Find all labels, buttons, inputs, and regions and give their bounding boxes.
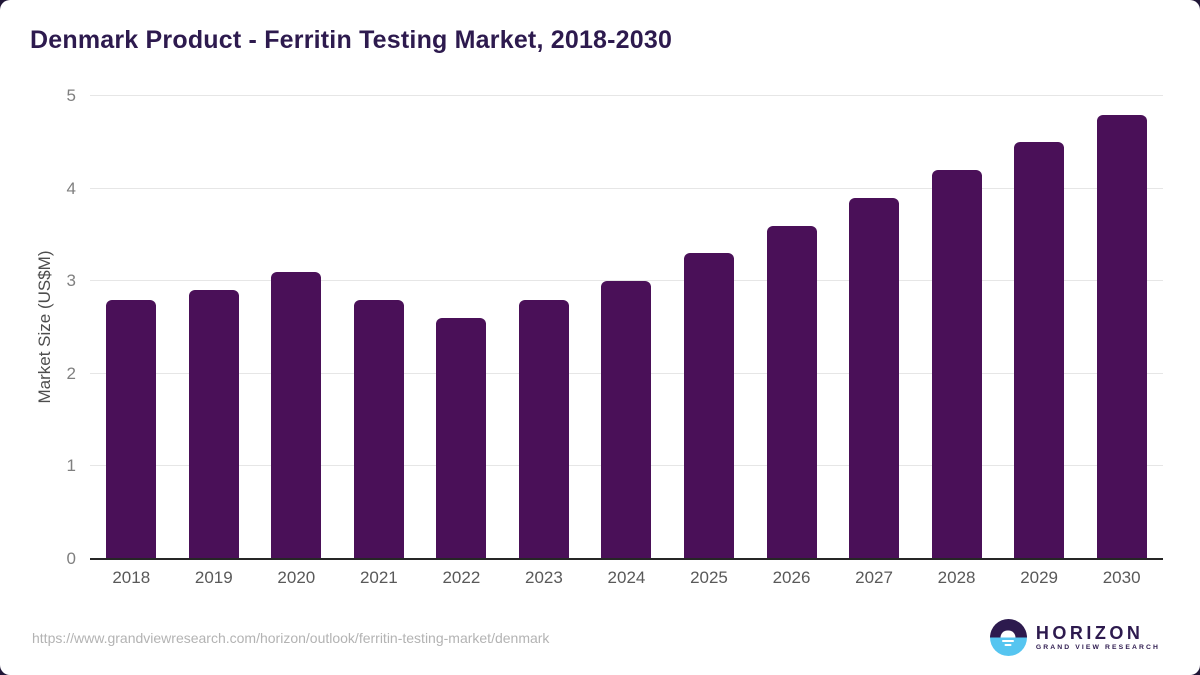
bar-2020 bbox=[271, 271, 322, 559]
chart-title: Denmark Product - Ferritin Testing Marke… bbox=[30, 26, 673, 54]
bar-2028 bbox=[931, 170, 982, 559]
x-tick-label-2028: 2028 bbox=[937, 568, 976, 587]
bar-2021 bbox=[353, 299, 404, 559]
x-tick-label-2020: 2020 bbox=[277, 568, 316, 587]
bars-layer bbox=[90, 96, 1163, 559]
bar-slot-2018 bbox=[90, 96, 173, 559]
bar-slot-2029 bbox=[998, 96, 1081, 559]
bar-2027 bbox=[849, 197, 900, 559]
bar-slot-2027 bbox=[833, 96, 916, 559]
x-tick-label-2022: 2022 bbox=[442, 568, 481, 587]
bar-slot-2023 bbox=[503, 96, 586, 559]
x-tick-label-2018: 2018 bbox=[112, 568, 151, 587]
sun-reflection-icon bbox=[1002, 640, 1015, 643]
x-tick-label-2029: 2029 bbox=[1020, 568, 1059, 587]
x-tick-label-2025: 2025 bbox=[690, 568, 728, 587]
logo-brand-name: HORIZON bbox=[1035, 622, 1144, 643]
y-tick-label-3: 3 bbox=[66, 271, 76, 291]
bar-2026 bbox=[766, 225, 817, 559]
bar-slot-2025 bbox=[668, 96, 751, 559]
gridline-y-4 bbox=[90, 187, 1163, 189]
x-tick-label-2023: 2023 bbox=[525, 568, 563, 587]
bar-slot-2020 bbox=[255, 96, 338, 559]
y-tick-label-4: 4 bbox=[66, 178, 76, 198]
bar-slot-2024 bbox=[585, 96, 668, 559]
x-tick-label-2021: 2021 bbox=[359, 568, 398, 587]
plot-area bbox=[90, 95, 1163, 560]
x-axis-line bbox=[90, 558, 1163, 560]
x-tick-label-2024: 2024 bbox=[607, 568, 646, 587]
logo-text: HORIZON GRAND VIEW RESEARCH bbox=[1035, 622, 1160, 652]
x-tick-label-2027: 2027 bbox=[855, 568, 893, 587]
bar-slot-2028 bbox=[915, 96, 998, 559]
y-tick-label-5: 5 bbox=[66, 86, 76, 105]
bar-2029 bbox=[1014, 142, 1065, 559]
bar-2030 bbox=[1096, 114, 1147, 559]
y-tick-label-1: 1 bbox=[66, 456, 76, 476]
bar-2025 bbox=[683, 253, 734, 559]
gridline-y-5 bbox=[90, 95, 1163, 96]
bar-slot-2019 bbox=[173, 96, 256, 559]
bar-2022 bbox=[436, 318, 487, 559]
bar-2024 bbox=[601, 281, 652, 559]
bar-slot-2022 bbox=[420, 96, 503, 559]
x-axis-tick-labels: 2018 2019 2020 2021 2022 2023 2024 2025 2026 2027… bbox=[90, 568, 1163, 588]
x-tick-label-2019: 2019 bbox=[194, 568, 233, 587]
sun-reflection-icon bbox=[1004, 644, 1012, 646]
y-tick-label-0: 0 bbox=[66, 549, 76, 568]
y-axis-title: Market Size (US$M) bbox=[35, 250, 54, 404]
bar-slot-2030 bbox=[1080, 96, 1163, 559]
bar-slot-2021 bbox=[338, 96, 421, 559]
bar-slot-2026 bbox=[750, 96, 833, 559]
x-tick-label-2030: 2030 bbox=[1102, 568, 1141, 587]
bar-2018 bbox=[106, 299, 157, 559]
horizon-logo-icon bbox=[989, 619, 1027, 656]
logo-sub-brand: GRAND VIEW RESEARCH bbox=[1035, 644, 1160, 652]
bar-2023 bbox=[518, 299, 569, 559]
source-url: https://www.grandviewresearch.com/horizo… bbox=[32, 630, 550, 646]
sun-icon bbox=[1000, 630, 1016, 638]
x-tick-label-2026: 2026 bbox=[772, 568, 811, 587]
bar-2019 bbox=[188, 290, 239, 559]
gridline-y-3 bbox=[90, 280, 1163, 282]
horizon-logo: HORIZON GRAND VIEW RESEARCH bbox=[989, 619, 1160, 656]
y-tick-label-2: 2 bbox=[66, 363, 76, 383]
